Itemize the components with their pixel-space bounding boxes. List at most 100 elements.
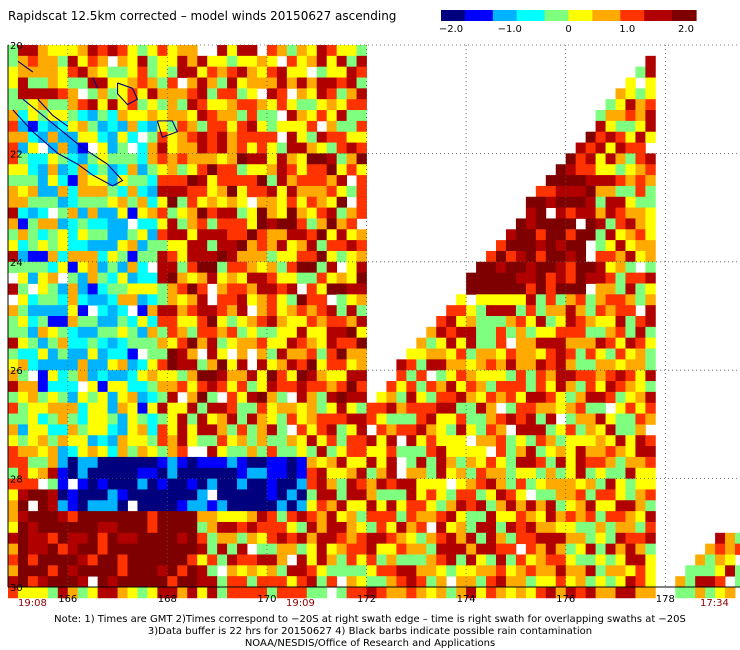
heatmap-cell [107, 359, 118, 371]
heatmap-cell [396, 587, 407, 599]
colorbar-swatch [668, 10, 673, 21]
heatmap-cell [97, 413, 108, 425]
heatmap-cell [57, 554, 69, 566]
heatmap-cell [97, 435, 108, 447]
heatmap-cell [595, 120, 606, 133]
heatmap-cell [17, 359, 29, 371]
heatmap-cell [256, 554, 268, 566]
heatmap-cell [256, 240, 268, 252]
heatmap-cell [137, 402, 148, 414]
heatmap-cell [37, 175, 49, 187]
heatmap-cell [575, 381, 587, 393]
heatmap-cell [386, 446, 397, 458]
heatmap-cell [575, 337, 587, 349]
heatmap-cell [336, 153, 348, 165]
heatmap-cell [276, 240, 288, 252]
heatmap-cell [57, 45, 69, 57]
colorbar-swatch [512, 10, 518, 21]
heatmap-cell [476, 500, 487, 512]
heatmap-cell [266, 348, 278, 360]
heatmap-cell [167, 45, 178, 57]
heatmap-cell [266, 99, 278, 111]
heatmap-cell [585, 381, 596, 393]
heatmap-cell [535, 489, 547, 501]
heatmap-cell [336, 326, 348, 339]
heatmap-cell [585, 489, 596, 501]
heatmap-cell [356, 272, 367, 284]
heatmap-cell [117, 110, 128, 122]
heatmap-cell [456, 359, 467, 371]
heatmap-cell [515, 467, 527, 479]
heatmap-cell [227, 359, 238, 371]
heatmap-cell [505, 587, 517, 599]
heatmap-cell [207, 511, 218, 523]
heatmap-cell [137, 456, 148, 469]
heatmap-cell [416, 456, 427, 469]
heatmap-cell [316, 218, 328, 230]
heatmap-cell [505, 467, 517, 479]
heatmap-cell [187, 175, 198, 187]
heatmap-cell [525, 250, 537, 263]
heatmap-cell [147, 391, 158, 404]
heatmap-cell [426, 543, 437, 555]
heatmap-cell [336, 229, 348, 241]
heatmap-cell [476, 565, 487, 577]
heatmap-cell [266, 229, 278, 241]
heatmap-cell [217, 142, 228, 154]
heatmap-cell [266, 576, 278, 588]
heatmap-cell [107, 337, 118, 349]
colorbar-swatch [692, 10, 697, 21]
heatmap-cell [645, 402, 656, 414]
heatmap-cell [217, 532, 228, 545]
heatmap-cell [8, 77, 19, 89]
heatmap-cell [207, 381, 218, 393]
heatmap-cell [645, 391, 656, 404]
heatmap-cell [356, 446, 367, 458]
heatmap-cell [296, 142, 308, 154]
heatmap-cell [227, 521, 238, 534]
heatmap-cell [326, 250, 338, 263]
heatmap-cell [157, 164, 168, 176]
heatmap-cell [605, 543, 616, 555]
heatmap-cell [8, 316, 19, 328]
heatmap-cell [306, 88, 318, 100]
heatmap-cell [266, 446, 278, 458]
heatmap-cell [67, 576, 79, 588]
heatmap-cell [27, 66, 39, 78]
heatmap-cell [207, 587, 218, 599]
colorbar: −2.0 −1.0 0 1.0 2.0 [439, 10, 697, 35]
heatmap-cell [466, 489, 477, 501]
heatmap-cell [615, 142, 626, 154]
heatmap-cell [207, 391, 218, 404]
heatmap-cell [167, 370, 178, 382]
heatmap-cell [605, 511, 616, 523]
heatmap-cell [585, 543, 596, 555]
heatmap-cell [406, 565, 417, 577]
heatmap-cell [575, 521, 587, 534]
heatmap-cell [237, 185, 248, 198]
heatmap-cell [545, 391, 557, 404]
heatmap-cell [286, 99, 298, 111]
heatmap-cell [77, 348, 89, 360]
heatmap-cell [525, 446, 537, 458]
heatmap-cell [565, 283, 577, 295]
heatmap-cell [97, 337, 108, 349]
heatmap-cell [466, 413, 477, 425]
heatmap-cell [87, 381, 99, 393]
x-tick-label: 172 [357, 594, 376, 605]
heatmap-cell [117, 500, 128, 512]
heatmap-cell [446, 554, 457, 566]
heatmap-cell [207, 456, 218, 469]
heatmap-cell [127, 435, 138, 447]
heatmap-cell [217, 77, 228, 89]
heatmap-cell [496, 543, 507, 555]
heatmap-cell [515, 359, 527, 371]
heatmap-cell [227, 576, 238, 588]
colorbar-swatch [588, 10, 594, 21]
heatmap-cell [316, 110, 328, 122]
heatmap-cell [266, 402, 278, 414]
heatmap-cell [8, 337, 19, 349]
heatmap-cell [256, 348, 268, 360]
heatmap-cell [615, 261, 626, 274]
heatmap-cell [346, 424, 357, 436]
